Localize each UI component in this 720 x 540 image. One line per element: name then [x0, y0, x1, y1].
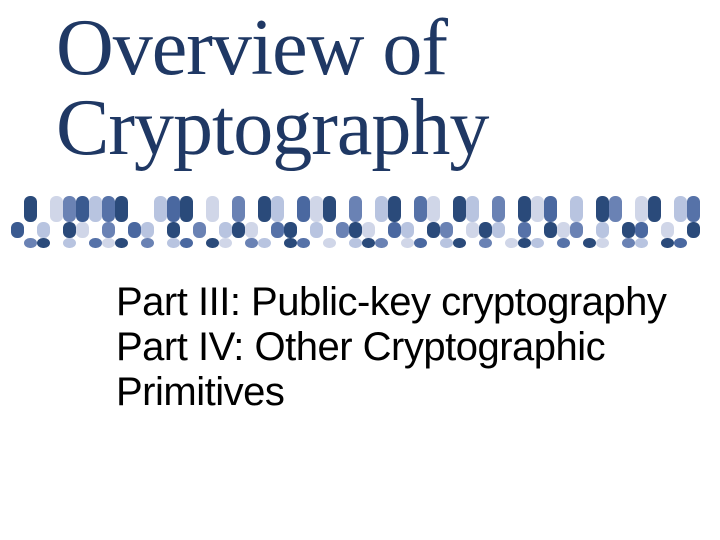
subtitle-line-1: Part III: Public-key cryptography — [116, 280, 676, 325]
slide-subtitle: Part III: Public-key cryptography Part I… — [116, 280, 676, 414]
decorative-band — [0, 196, 720, 248]
slide: Overview of Cryptography Part III: Publi… — [0, 0, 720, 540]
subtitle-line-2: Part IV: Other Cryptographic Primitives — [116, 325, 676, 415]
slide-title: Overview of Cryptography — [56, 8, 720, 168]
